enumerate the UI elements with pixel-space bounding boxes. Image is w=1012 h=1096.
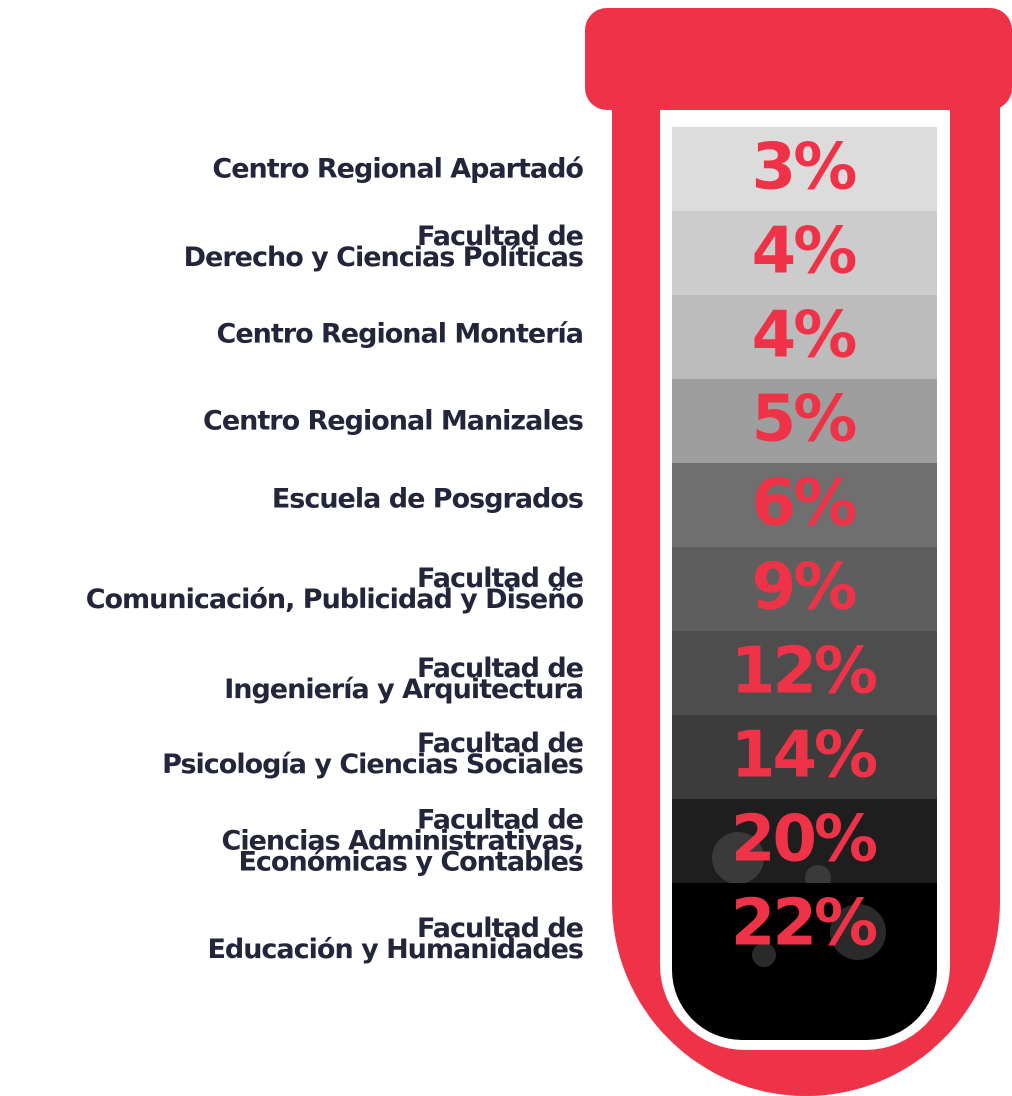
percentage: 6% xyxy=(752,467,857,541)
label-line: Ciencias Administrativas, xyxy=(222,826,583,857)
label-line: Comunicación, Publicidad y Diseño xyxy=(86,584,584,615)
band xyxy=(672,211,937,295)
percentage: 4% xyxy=(752,215,857,289)
label-line: Escuela de Posgrados xyxy=(272,484,583,515)
label-line: Centro Regional Manizales xyxy=(203,406,583,437)
label-line: Educación y Humanidades xyxy=(207,934,583,965)
label-line: Ingeniería y Arquitectura xyxy=(224,674,583,705)
label-line: Facultad de xyxy=(417,913,583,944)
label-line: Facultad de xyxy=(417,653,583,684)
bands xyxy=(672,127,937,1040)
percentage: 22% xyxy=(731,887,877,961)
percentage: 5% xyxy=(752,383,857,457)
label-line: Centro Regional Apartadó xyxy=(212,154,583,185)
tube-cap xyxy=(585,8,1012,110)
bubble xyxy=(830,904,886,960)
label-line: Facultad de xyxy=(417,221,583,252)
bubble xyxy=(712,832,764,884)
label-line: Psicología y Ciencias Sociales xyxy=(162,749,583,780)
band xyxy=(672,547,937,631)
band xyxy=(672,127,937,211)
label-line: Económicas y Contables xyxy=(238,847,583,878)
percentage: 14% xyxy=(731,719,877,793)
label-line: Facultad de xyxy=(417,728,583,759)
label-line: Facultad de xyxy=(417,563,583,594)
label-line: Derecho y Ciencias Políticas xyxy=(184,242,583,273)
band xyxy=(672,715,937,799)
band xyxy=(672,295,937,379)
band xyxy=(672,379,937,463)
percentage: 4% xyxy=(752,299,857,373)
percentage: 9% xyxy=(752,551,857,625)
label-line: Facultad de xyxy=(417,805,583,836)
percentage: 3% xyxy=(752,131,857,205)
band xyxy=(672,631,937,715)
bubble xyxy=(752,943,776,967)
percentage: 20% xyxy=(731,803,877,877)
percentage: 12% xyxy=(731,635,877,709)
band xyxy=(672,463,937,547)
band xyxy=(672,883,937,1040)
label-line: Centro Regional Montería xyxy=(217,319,584,350)
